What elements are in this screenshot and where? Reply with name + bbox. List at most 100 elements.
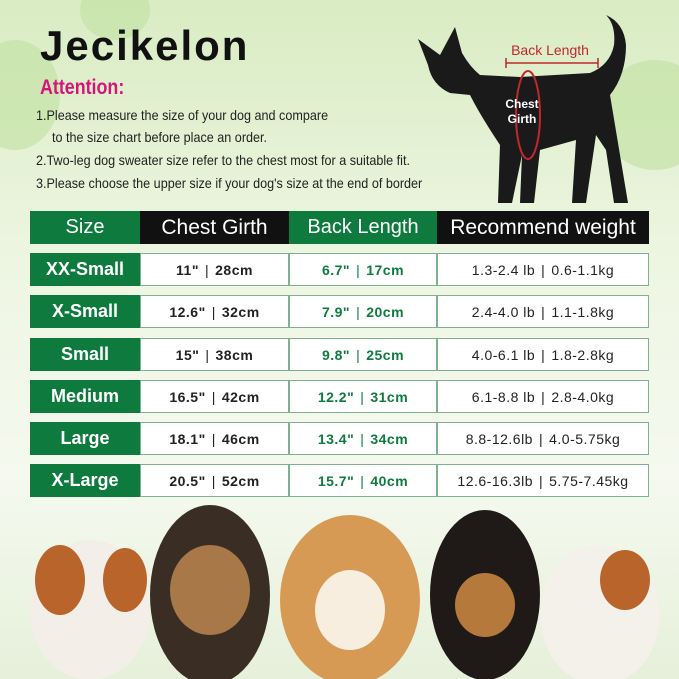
size-cell: X-Large — [30, 464, 140, 497]
divider: | — [211, 303, 216, 320]
divider: | — [541, 388, 546, 405]
weight-lb: 4.0-6.1 lb — [471, 346, 536, 363]
chest-cm: 42cm — [221, 388, 260, 405]
chest-cm: 46cm — [221, 430, 260, 447]
back-inches: 15.7" — [317, 472, 355, 489]
table-row: XX-Small 11" | 28cm 6.7" | 17cm 1.3-2.4 lb | 0… — [30, 253, 649, 286]
table-row: Small 15" | 38cm 9.8" | 25cm 4.0-6.1 lb | 1.8-… — [30, 338, 649, 371]
back-length-cell: 12.2" | 31cm — [289, 380, 437, 413]
weight-kg: 1.8-2.8kg — [551, 346, 615, 363]
dog-silhouette — [418, 15, 628, 203]
divider: | — [360, 388, 365, 405]
header-chest-girth: Chest Girth — [140, 211, 289, 244]
chest-inches: 16.5" — [169, 388, 206, 405]
note-3: 3.Please choose the upper size if your d… — [36, 175, 423, 191]
size-cell: Large — [30, 422, 140, 455]
chest-inches: 15" — [175, 346, 200, 363]
divider: | — [211, 430, 216, 447]
dog-4 — [430, 510, 540, 679]
divider: | — [356, 346, 361, 363]
size-cell: Medium — [30, 380, 140, 413]
divider: | — [356, 303, 361, 320]
chest-girth-cell: 16.5" | 42cm — [140, 380, 289, 413]
chest-girth-cell: 12.6" | 32cm — [140, 295, 289, 328]
weight-lb: 1.3-2.4 lb — [471, 261, 536, 278]
weight-cell: 2.4-4.0 lb | 1.1-1.8kg — [437, 295, 649, 328]
chest-cm: 28cm — [215, 261, 253, 278]
divider: | — [204, 261, 210, 278]
girth-label: Girth — [508, 112, 537, 126]
back-length-cell: 7.9" | 20cm — [289, 295, 437, 328]
chest-label: Chest — [505, 97, 538, 111]
weight-cell: 12.6-16.3lb | 5.75-7.45kg — [437, 464, 649, 497]
back-cm: 31cm — [370, 388, 409, 405]
chest-cm: 32cm — [221, 303, 260, 320]
back-inches: 9.8" — [321, 346, 351, 363]
weight-kg: 0.6-1.1kg — [551, 261, 615, 278]
back-cm: 17cm — [366, 261, 405, 278]
table-row: Large 18.1" | 46cm 13.4" | 34cm 8.8-12.6lb | 4… — [30, 422, 649, 455]
size-cell: XX-Small — [30, 253, 140, 286]
chest-girth-cell: 15" | 38cm — [140, 338, 289, 371]
table-header: Size Chest Girth Back Length Recommend w… — [30, 211, 649, 244]
divider: | — [356, 261, 361, 278]
weight-cell: 8.8-12.6lb | 4.0-5.75kg — [437, 422, 649, 455]
header-recommend-weight: Recommend weight — [437, 211, 649, 244]
back-inches: 12.2" — [317, 388, 355, 405]
divider: | — [205, 346, 210, 363]
weight-lb: 6.1-8.8 lb — [471, 388, 536, 405]
back-inches: 7.9" — [321, 303, 351, 320]
weight-lb: 12.6-16.3lb — [457, 472, 533, 489]
divider: | — [538, 430, 544, 447]
weight-kg: 5.75-7.45kg — [549, 472, 629, 489]
back-length-cell: 13.4" | 34cm — [289, 422, 437, 455]
note-1-cont: to the size chart before place an order. — [52, 129, 268, 145]
weight-cell: 6.1-8.8 lb | 2.8-4.0kg — [437, 380, 649, 413]
chest-inches: 20.5" — [169, 472, 206, 489]
table-row: Medium 16.5" | 42cm 12.2" | 31cm 6.1-8.8 lb |… — [30, 380, 649, 413]
note-1: 1.Please measure the size of your dog an… — [36, 107, 329, 123]
divider: | — [541, 303, 546, 320]
dog-measurement-diagram: Back Length Chest Girth — [418, 15, 628, 203]
chest-cm: 52cm — [221, 472, 260, 489]
weight-lb: 2.4-4.0 lb — [471, 303, 536, 320]
dog-1 — [30, 540, 150, 679]
divider: | — [211, 472, 216, 489]
chest-girth-cell: 11" | 28cm — [140, 253, 289, 286]
divider: | — [360, 472, 365, 489]
back-inches: 6.7" — [321, 261, 351, 278]
chest-inches: 11" — [176, 261, 199, 278]
weight-cell: 4.0-6.1 lb | 1.8-2.8kg — [437, 338, 649, 371]
weight-kg: 1.1-1.8kg — [551, 303, 615, 320]
table-row: X-Large 20.5" | 52cm 15.7" | 40cm 12.6-16.3l… — [30, 464, 649, 497]
note-2: 2.Two-leg dog sweater size refer to the … — [36, 152, 410, 168]
brand-title: Jecikelon — [40, 22, 250, 69]
weight-lb: 8.8-12.6lb — [465, 430, 533, 447]
header-size: Size — [30, 211, 140, 244]
size-cell: X-Small — [30, 295, 140, 328]
divider: | — [360, 430, 365, 447]
divider: | — [211, 388, 216, 405]
dogs-photo — [30, 505, 660, 679]
table-row: X-Small 12.6" | 32cm 7.9" | 20cm 2.4-4.0 lb |… — [30, 295, 649, 328]
back-cm: 40cm — [370, 472, 409, 489]
back-cm: 20cm — [366, 303, 405, 320]
dog-5 — [540, 545, 660, 679]
weight-kg: 4.0-5.75kg — [549, 430, 621, 447]
back-cm: 34cm — [370, 430, 409, 447]
attention-heading: Attention: — [40, 76, 125, 99]
back-cm: 25cm — [366, 346, 405, 363]
back-length-cell: 15.7" | 40cm — [289, 464, 437, 497]
chest-inches: 18.1" — [169, 430, 206, 447]
weight-cell: 1.3-2.4 lb | 0.6-1.1kg — [437, 253, 649, 286]
header-back-length: Back Length — [289, 211, 437, 244]
chest-girth-cell: 20.5" | 52cm — [140, 464, 289, 497]
divider: | — [538, 472, 544, 489]
chest-cm: 38cm — [215, 346, 254, 363]
divider: | — [541, 346, 546, 363]
back-length-cell: 6.7" | 17cm — [289, 253, 437, 286]
chest-inches: 12.6" — [169, 303, 206, 320]
size-cell: Small — [30, 338, 140, 371]
weight-kg: 2.8-4.0kg — [551, 388, 615, 405]
divider: | — [541, 261, 546, 278]
